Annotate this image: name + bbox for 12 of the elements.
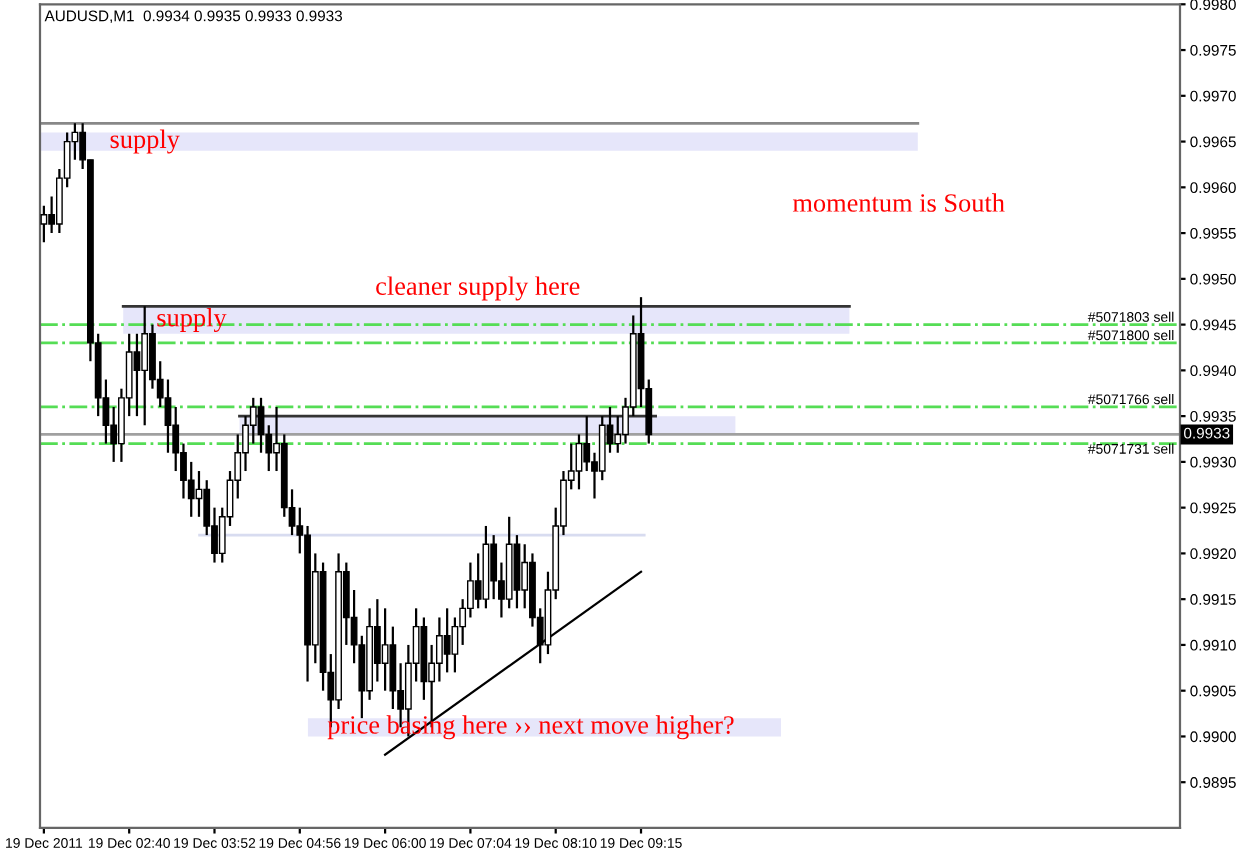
annotation: cleaner supply here	[376, 276, 580, 301]
candlestick	[443, 607, 451, 674]
candlestick	[474, 552, 482, 610]
candlestick	[373, 598, 381, 683]
candlestick	[133, 332, 141, 418]
candlestick	[141, 305, 149, 427]
annotation: momentum is South	[792, 193, 1005, 212]
candlestick	[451, 616, 459, 674]
candlestick	[381, 607, 389, 692]
candlestick	[521, 543, 529, 610]
band-label: supply	[110, 129, 180, 154]
candlestick	[40, 204, 48, 244]
